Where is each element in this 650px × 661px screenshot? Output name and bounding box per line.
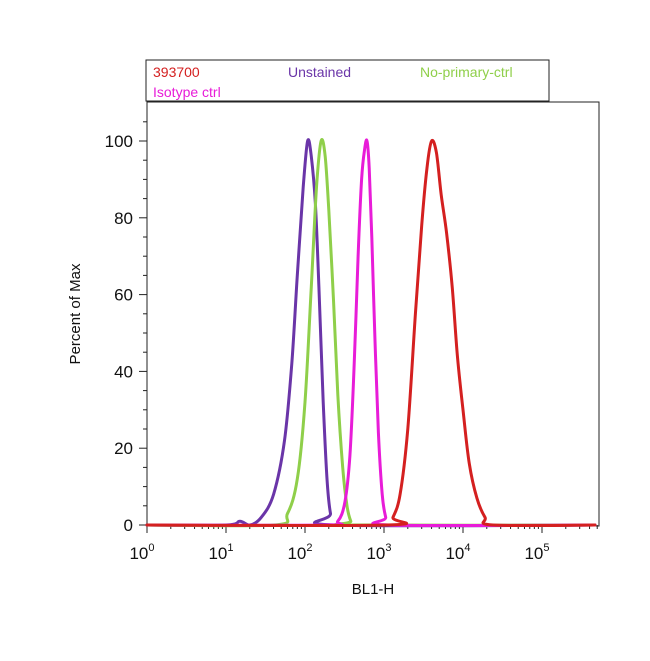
y-tick-label: 80 xyxy=(114,209,133,228)
y-tick-label: 0 xyxy=(124,516,133,535)
series-line-393700 xyxy=(145,138,597,528)
legend: 393700 Unstained No-primary-ctrl Isotype… xyxy=(145,59,550,102)
x-tick-label: 102 xyxy=(287,542,312,563)
x-tick-label: 105 xyxy=(524,542,549,563)
series-line-no-primary-ctrl xyxy=(145,138,597,528)
x-tick-label: 101 xyxy=(208,542,233,563)
legend-entry-isotype-ctrl: Isotype ctrl xyxy=(153,84,221,100)
x-axis-title: BL1-H xyxy=(352,581,395,598)
x-tick-label: 100 xyxy=(129,542,154,563)
legend-entry-no-primary-ctrl: No-primary-ctrl xyxy=(420,64,513,80)
tick-labels: 100 101 102 103 104 105 0 20 40 60 80 100 xyxy=(105,132,550,563)
legend-entry-393700: 393700 xyxy=(153,64,200,80)
x-tick-label: 104 xyxy=(445,542,470,563)
series-layer xyxy=(145,138,597,528)
y-axis-title: Percent of Max xyxy=(67,263,84,364)
axis-ticks xyxy=(139,121,598,533)
y-tick-label: 40 xyxy=(114,362,133,381)
y-tick-label: 20 xyxy=(114,439,133,458)
legend-frame xyxy=(145,59,550,102)
y-tick-label: 100 xyxy=(105,132,133,151)
series-line-isotype-ctrl xyxy=(145,138,597,528)
x-tick-label: 103 xyxy=(366,542,391,563)
y-tick-label: 60 xyxy=(114,286,133,305)
legend-entry-unstained: Unstained xyxy=(288,64,351,80)
